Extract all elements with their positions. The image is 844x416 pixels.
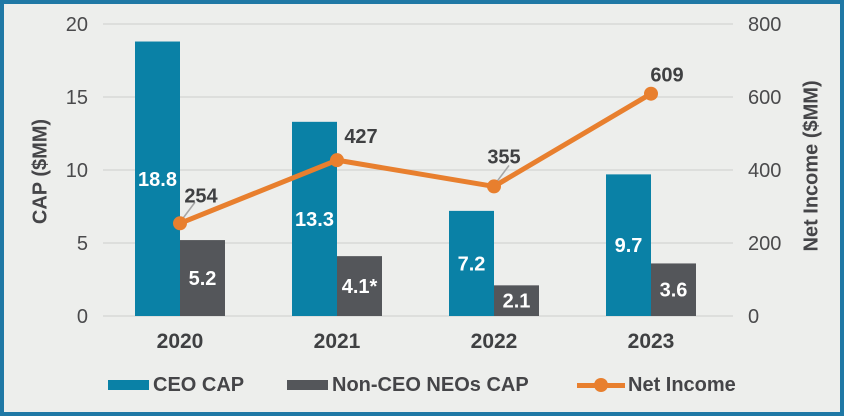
net-income-marker xyxy=(487,179,501,194)
bar-ceo-cap xyxy=(135,41,180,317)
legend-label-non-ceo-neos-cap: Non-CEO NEOs CAP xyxy=(332,373,529,396)
left-axis-tick-label: 0 xyxy=(77,306,88,328)
net-income-line xyxy=(177,91,654,226)
right-axis-title: Net Income ($MM) xyxy=(800,80,823,252)
bar-value-label: 2.1 xyxy=(503,291,531,313)
net-income-data-label: 609 xyxy=(650,65,683,87)
bar-non-ceo-neos-cap xyxy=(494,285,539,316)
left-axis-tick-label: 5 xyxy=(77,233,88,255)
bar-value-label: 13.3 xyxy=(295,209,334,231)
bar-non-ceo-neos-cap xyxy=(651,263,696,316)
legend-swatch-net-income xyxy=(577,378,625,392)
legend-label-ceo-cap: CEO CAP xyxy=(153,373,245,396)
right-axis-tick-label: 200 xyxy=(748,233,781,255)
bar-ceo-cap xyxy=(292,121,337,316)
net-income-data-label: 427 xyxy=(344,126,377,148)
bar-value-label: 3.6 xyxy=(660,280,688,302)
category-label: 2020 xyxy=(157,330,204,353)
right-axis-tick-label: 600 xyxy=(748,87,781,109)
bar-non-ceo-neos-cap xyxy=(180,240,225,316)
category-label: 2021 xyxy=(314,330,361,353)
data-label-leader-line xyxy=(182,201,196,219)
data-label-leader-line xyxy=(496,164,510,182)
right-axis-tick-label: 0 xyxy=(748,306,759,328)
left-axis-tick-label: 10 xyxy=(66,160,88,182)
bar-value-label: 7.2 xyxy=(458,253,486,275)
bar-value-label: 18.8 xyxy=(138,169,177,191)
bar-ceo-cap xyxy=(449,210,494,316)
net-income-data-label: 355 xyxy=(487,146,520,168)
bar-value-label: 4.1* xyxy=(342,276,378,298)
left-axis-title: CAP ($MM) xyxy=(29,118,52,225)
legend-item-net-income: Net Income xyxy=(577,372,736,398)
net-income-data-label: 254 xyxy=(184,185,218,207)
bar-ceo-cap xyxy=(606,174,651,316)
legend-item-non-ceo-neos-cap: Non-CEO NEOs CAP xyxy=(287,372,529,398)
legend-swatch-non-ceo-neos-cap xyxy=(287,380,328,390)
right-axis-tick-label: 400 xyxy=(748,160,781,182)
net-income-marker xyxy=(330,153,344,168)
net-income-marker xyxy=(173,216,187,231)
legend-swatch-ceo-cap xyxy=(108,380,149,390)
left-axis-tick-label: 20 xyxy=(66,14,88,36)
legend-label-net-income: Net Income xyxy=(628,373,736,396)
category-label: 2022 xyxy=(471,330,518,353)
legend: CEO CAP Non-CEO NEOs CAP Net Income xyxy=(0,372,844,400)
net-income-marker xyxy=(644,86,658,101)
right-axis-tick-label: 800 xyxy=(748,14,781,36)
bar-value-label: 5.2 xyxy=(189,268,217,290)
category-label: 2023 xyxy=(628,330,675,353)
bar-value-label: 9.7 xyxy=(615,235,643,257)
legend-item-ceo-cap: CEO CAP xyxy=(108,372,244,398)
left-axis-tick-label: 15 xyxy=(66,87,88,109)
bar-non-ceo-neos-cap xyxy=(337,256,382,316)
